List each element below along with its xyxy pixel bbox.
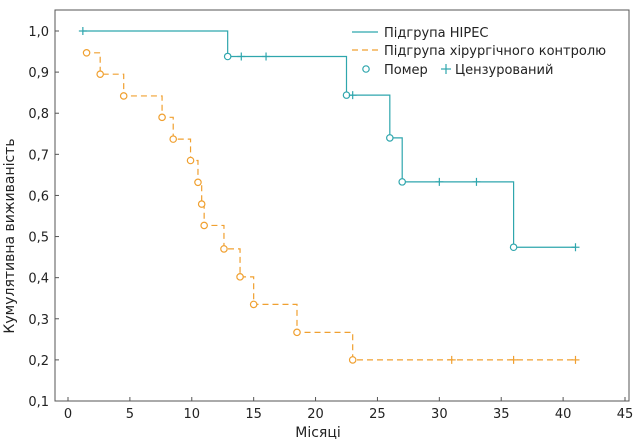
x-axis-label: Місяці xyxy=(295,425,341,441)
x-tick-label: 35 xyxy=(493,407,510,422)
death-marker-control xyxy=(220,245,228,253)
death-marker-control xyxy=(158,113,166,122)
x-tick-label: 15 xyxy=(245,407,262,422)
censored-marker-control xyxy=(571,355,580,364)
y-tick-label: 0,7 xyxy=(28,148,49,163)
death-marker-control xyxy=(186,156,195,165)
y-tick-label: 0,5 xyxy=(28,231,49,246)
x-tick-label: 20 xyxy=(307,407,324,422)
plot-frame xyxy=(54,9,630,402)
axes: 0 5 10 15 20 25 30 35 40 45 0,1 0,2 0,3 0,4 0,5 0,6 0,7 0… xyxy=(28,9,634,422)
censored-marker-hipec xyxy=(348,91,357,100)
death-marker-control xyxy=(96,70,104,78)
y-tick-label: 0,1 xyxy=(28,395,49,410)
death-marker-control xyxy=(249,300,258,309)
y-tick-label: 0,6 xyxy=(28,189,49,204)
x-tick-label: 10 xyxy=(184,407,201,422)
death-marker-control xyxy=(119,92,128,100)
legend-label-hipec: Підгрупа HIPEC xyxy=(384,26,489,41)
death-marker-control xyxy=(293,328,301,337)
censored-marker-hipec xyxy=(435,177,444,186)
death-marker-hipec xyxy=(398,178,407,186)
y-tick-label: 0,9 xyxy=(28,66,49,81)
y-axis-label: Кумулятивна виживаність xyxy=(2,138,18,333)
legend-label-control: Підгрупа хірургічного контролю xyxy=(384,44,606,59)
plot-area xyxy=(78,27,580,364)
censored-marker-hipec xyxy=(78,27,87,35)
death-marker-control xyxy=(169,135,178,143)
death-marker-hipec xyxy=(509,243,518,252)
censored-marker-hipec xyxy=(237,52,246,61)
death-marker-control xyxy=(200,221,208,230)
death-marker-control xyxy=(82,48,91,57)
death-marker-control xyxy=(197,200,206,208)
legend: Підгрупа HIPEC Підгрупа хірургічного кон… xyxy=(352,26,606,78)
legend-label-death: Помер xyxy=(384,63,428,78)
legend-death-marker-icon xyxy=(362,65,370,73)
censored-marker-hipec xyxy=(262,52,271,61)
x-tick-label: 30 xyxy=(431,407,448,422)
censored-marker-hipec xyxy=(571,243,580,252)
survival-curve-hipec xyxy=(82,30,576,248)
censored-marker-hipec xyxy=(472,177,481,186)
death-marker-control xyxy=(194,178,202,187)
death-marker-control xyxy=(348,356,357,364)
y-tick-label: 0,8 xyxy=(28,107,49,122)
survival-curve-control xyxy=(84,52,576,361)
y-tick-label: 0,2 xyxy=(28,354,49,369)
x-tick-label: 0 xyxy=(64,407,72,422)
death-marker-control xyxy=(236,273,244,281)
y-tick-label: 0,4 xyxy=(28,272,49,287)
y-tick-label: 0,3 xyxy=(28,313,49,328)
legend-label-censored: Цензурований xyxy=(455,63,553,78)
legend-censored-marker-icon xyxy=(441,64,451,74)
x-tick-label: 45 xyxy=(617,407,634,422)
censored-marker-control xyxy=(447,355,456,364)
death-marker-hipec xyxy=(386,134,394,142)
death-marker-hipec xyxy=(223,52,232,61)
x-tick-label: 5 xyxy=(126,407,134,422)
y-tick-label: 1,0 xyxy=(28,25,49,40)
x-tick-label: 25 xyxy=(369,407,386,422)
x-tick-label: 40 xyxy=(555,407,572,422)
censored-marker-control xyxy=(509,355,518,364)
